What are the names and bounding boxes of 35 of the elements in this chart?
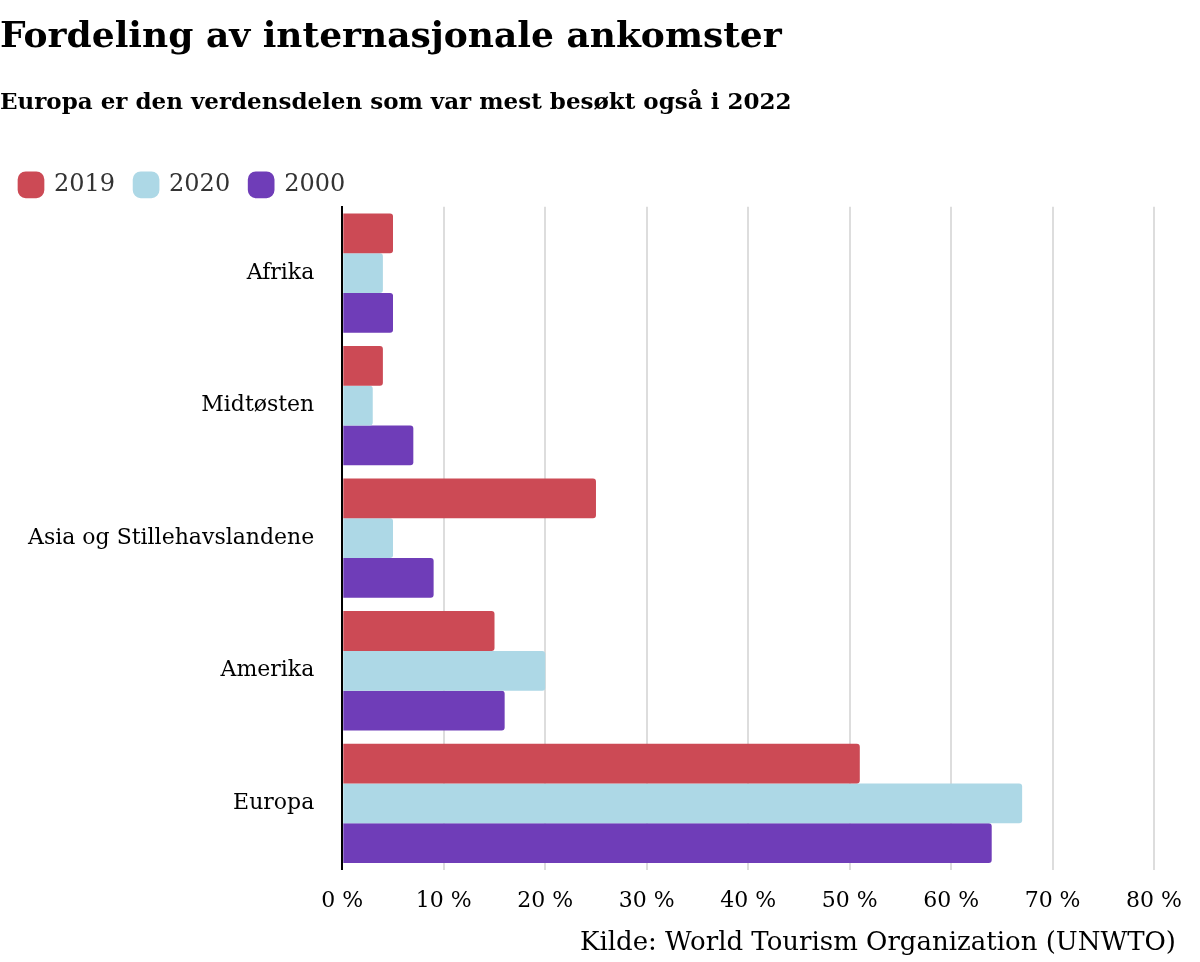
y-tick-label: Midtøsten — [201, 391, 315, 417]
bar — [343, 650, 546, 691]
x-tick-label: 70 % — [1024, 886, 1081, 912]
text: Kilde: World Tourism Organization (UNWTO) — [579, 925, 1176, 956]
x-tick-label: 10 % — [415, 886, 472, 912]
y-tick-label: Europa — [233, 789, 315, 815]
x-tick-label: 60 % — [923, 886, 980, 912]
bar — [343, 213, 394, 254]
y-tick-label: Amerika — [219, 656, 315, 682]
x-tick-label: 0 % — [321, 886, 364, 912]
bar — [343, 518, 394, 559]
x-tick-label: 50 % — [821, 886, 878, 912]
bar — [343, 385, 373, 426]
x-tick-label: 20 % — [517, 886, 574, 912]
bar — [343, 743, 860, 784]
bar — [343, 783, 1023, 824]
bar — [343, 425, 414, 466]
bar — [343, 292, 394, 333]
bar — [343, 345, 383, 386]
x-tick-label: 80 % — [1126, 886, 1183, 912]
chart-title: Fordeling av internasjonale ankomster — [0, 12, 783, 55]
bar — [343, 558, 434, 598]
y-tick-label: Afrika — [245, 258, 315, 284]
legend-label: 2000 — [284, 169, 346, 198]
y-tick-label: Asia og Stillehavslandene — [26, 523, 315, 549]
bar — [343, 253, 383, 293]
legend-label: 2020 — [169, 169, 231, 198]
x-tick-label: 30 % — [618, 886, 675, 912]
bar — [343, 478, 596, 519]
x-tick-label: 40 % — [720, 886, 777, 912]
bar — [343, 690, 505, 731]
bar — [343, 611, 495, 651]
bar — [343, 823, 992, 863]
legend-label: 2019 — [54, 169, 116, 198]
chart-subtitle: Europa er den verdensdelen som var mest besøkt også i 2022 — [0, 86, 792, 114]
